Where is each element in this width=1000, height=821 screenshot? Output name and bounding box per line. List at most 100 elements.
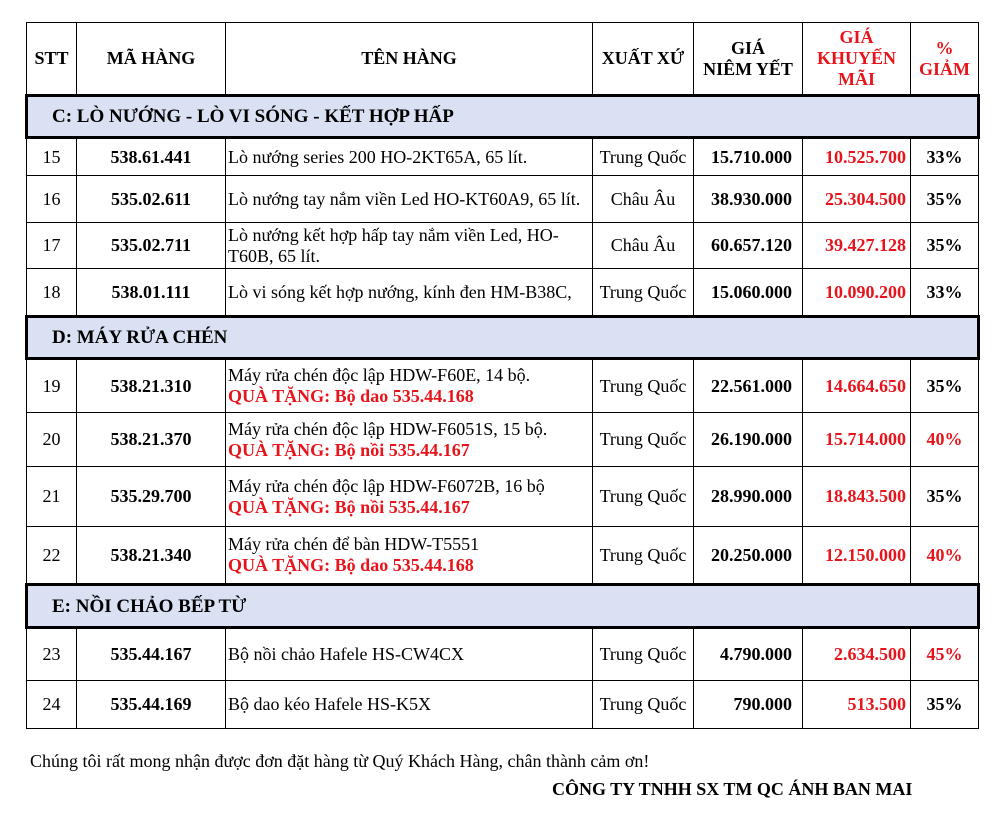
row-list-price: 15.710.000 (693, 137, 803, 176)
row-stt: 20 (26, 412, 77, 467)
price-table: STT MÃ HÀNG TÊN HÀNG XUẤT XỨ GIÁ NIÊM YẾT… (25, 22, 980, 729)
row-promo-price: 15.714.000 (802, 412, 911, 467)
gift-note: QUÀ TẶNG: Bộ dao 535.44.168 (228, 386, 474, 406)
thanks-note: Chúng tôi rất mong nhận được đơn đặt hàn… (30, 751, 650, 771)
row-origin: Trung Quốc (592, 268, 694, 317)
row-discount: 33% (910, 268, 979, 317)
row-discount: 35% (910, 222, 979, 269)
row-name: Bộ nồi chảo Hafele HS-CW4CX (225, 627, 593, 681)
row-origin: Trung Quốc (592, 412, 694, 467)
row-code: 535.44.169 (76, 680, 226, 729)
row-name: Máy rửa chén độc lập HDW-F6051S, 15 bộ. Q… (225, 412, 593, 467)
header-row: STT MÃ HÀNG TÊN HÀNG XUẤT XỨ GIÁ NIÊM YẾT… (26, 22, 979, 96)
table-row: 24 535.44.169 Bộ dao kéo Hafele HS-K5X T… (26, 680, 979, 729)
row-origin: Trung Quốc (592, 137, 694, 176)
row-list-price: 22.561.000 (693, 358, 803, 413)
row-stt: 24 (26, 680, 77, 729)
row-promo-price: 10.525.700 (802, 137, 911, 176)
row-promo-price: 10.090.200 (802, 268, 911, 317)
row-discount: 33% (910, 137, 979, 176)
row-discount: 35% (910, 680, 979, 729)
section-title: C: LÒ NƯỚNG - LÒ VI SÓNG - KẾT HỢP HẤP (25, 94, 980, 139)
section-header: D: MÁY RỬA CHÉN (25, 315, 980, 360)
row-discount: 40% (910, 412, 979, 467)
section-title: E: NỒI CHẢO BẾP TỪ (25, 583, 980, 629)
table-row: 19 538.21.310 Máy rửa chén độc lập HDW-F… (26, 358, 979, 413)
table-row: 21 535.29.700 Máy rửa chén độc lập HDW-F… (26, 466, 979, 527)
row-promo-price: 12.150.000 (802, 526, 911, 585)
row-promo-price: 14.664.650 (802, 358, 911, 413)
col-name: TÊN HÀNG (225, 22, 593, 96)
row-origin: Trung Quốc (592, 466, 694, 527)
row-stt: 21 (26, 466, 77, 527)
row-code: 538.01.111 (76, 268, 226, 317)
row-code: 535.02.611 (76, 175, 226, 223)
table-row: 22 538.21.340 Máy rửa chén để bàn HDW-T5… (26, 526, 979, 585)
row-name: Lò nướng series 200 HO-2KT65A, 65 lít. (225, 137, 593, 176)
row-code: 538.21.310 (76, 358, 226, 413)
product-name: Máy rửa chén độc lập HDW-F6072B, 16 bộ (228, 475, 545, 496)
row-code: 538.21.340 (76, 526, 226, 585)
row-code: 535.29.700 (76, 466, 226, 527)
gift-note: QUÀ TẶNG: Bộ nồi 535.44.167 (228, 496, 470, 517)
section-header: C: LÒ NƯỚNG - LÒ VI SÓNG - KẾT HỢP HẤP (25, 94, 980, 139)
row-list-price: 790.000 (693, 680, 803, 729)
row-list-price: 26.190.000 (693, 412, 803, 467)
row-promo-price: 25.304.500 (802, 175, 911, 223)
row-list-price: 15.060.000 (693, 268, 803, 317)
row-origin: Trung Quốc (592, 680, 694, 729)
col-stt: STT (26, 22, 77, 96)
gift-note: QUÀ TẶNG: Bộ nồi 535.44.167 (228, 439, 470, 460)
row-code: 538.61.441 (76, 137, 226, 176)
row-stt: 18 (26, 268, 77, 317)
row-stt: 22 (26, 526, 77, 585)
row-stt: 15 (26, 137, 77, 176)
row-discount: 40% (910, 526, 979, 585)
row-name: Lò vi sóng kết hợp nướng, kính đen HM-B3… (225, 268, 593, 317)
row-promo-price: 2.634.500 (802, 627, 911, 681)
product-name: Lò nướng kết hợp hấp tay nắm viền Led, H… (228, 224, 559, 266)
row-stt: 16 (26, 175, 77, 223)
row-promo-price: 18.843.500 (802, 466, 911, 527)
row-origin: Châu Âu (592, 175, 694, 223)
row-origin: Châu Âu (592, 222, 694, 269)
row-list-price: 4.790.000 (693, 627, 803, 681)
row-discount: 45% (910, 627, 979, 681)
row-name: Máy rửa chén độc lập HDW-F60E, 14 bộ. QUÀ… (225, 358, 593, 413)
row-list-price: 28.990.000 (693, 466, 803, 527)
row-name: Máy rửa chén để bàn HDW-T5551 QUÀ TẶNG: B… (225, 526, 593, 585)
row-discount: 35% (910, 358, 979, 413)
product-name: Lò nướng tay nắm viền Led HO-KT60A9, 65 … (228, 188, 581, 209)
row-promo-price: 513.500 (802, 680, 911, 729)
row-name: Bộ dao kéo Hafele HS-K5X (225, 680, 593, 729)
product-name: Máy rửa chén để bàn HDW-T5551 (228, 534, 480, 554)
product-name: Máy rửa chén độc lập HDW-F60E, 14 bộ. (228, 365, 531, 385)
row-code: 538.21.370 (76, 412, 226, 467)
row-origin: Trung Quốc (592, 358, 694, 413)
product-name: Bộ nồi chảo Hafele HS-CW4CX (228, 644, 464, 664)
row-stt: 17 (26, 222, 77, 269)
col-code: MÃ HÀNG (76, 22, 226, 96)
row-list-price: 60.657.120 (693, 222, 803, 269)
row-discount: 35% (910, 175, 979, 223)
row-list-price: 38.930.000 (693, 175, 803, 223)
table-row: 18 538.01.111 Lò vi sóng kết hợp nướng, … (26, 268, 979, 317)
product-name: Máy rửa chén độc lập HDW-F6051S, 15 bộ. (228, 418, 548, 439)
company-name: CÔNG TY TNHH SX TM QC ÁNH BAN MAI (552, 779, 913, 799)
table-row: 17 535.02.711 Lò nướng kết hợp hấp tay n… (26, 222, 979, 269)
col-origin: XUẤT XỨ (592, 22, 694, 96)
col-discount: % GIẢM (910, 22, 979, 96)
col-list-price: GIÁ NIÊM YẾT (693, 22, 803, 96)
row-origin: Trung Quốc (592, 526, 694, 585)
row-stt: 19 (26, 358, 77, 413)
product-name: Lò nướng series 200 HO-2KT65A, 65 lít. (228, 146, 528, 167)
row-promo-price: 39.427.128 (802, 222, 911, 269)
table-row: 20 538.21.370 Máy rửa chén độc lập HDW-F… (26, 412, 979, 467)
row-code: 535.44.167 (76, 627, 226, 681)
table-row: 15 538.61.441 Lò nướng series 200 HO-2KT… (26, 137, 979, 176)
col-promo-price: GIÁ KHUYẾN MÃI (802, 22, 911, 96)
row-name: Máy rửa chén độc lập HDW-F6072B, 16 bộ QU… (225, 466, 593, 527)
row-name: Lò nướng kết hợp hấp tay nắm viền Led, H… (225, 222, 593, 269)
gift-note: QUÀ TẶNG: Bộ dao 535.44.168 (228, 555, 474, 575)
table-row: 16 535.02.611 Lò nướng tay nắm viền Led … (26, 175, 979, 223)
